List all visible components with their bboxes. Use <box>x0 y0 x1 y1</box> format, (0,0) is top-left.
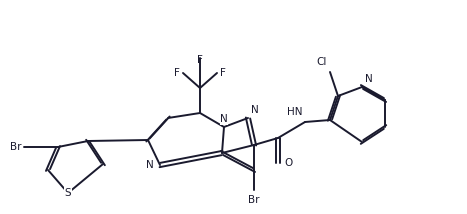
Text: HN: HN <box>288 107 303 117</box>
Text: N: N <box>220 114 228 124</box>
Text: F: F <box>174 68 180 78</box>
Text: Br: Br <box>248 195 260 205</box>
Text: N: N <box>251 105 259 115</box>
Text: N: N <box>146 160 154 170</box>
Text: Cl: Cl <box>317 57 327 67</box>
Text: O: O <box>284 158 292 168</box>
Text: F: F <box>220 68 226 78</box>
Text: S: S <box>65 188 71 198</box>
Text: Br: Br <box>10 142 22 152</box>
Text: N: N <box>365 74 373 84</box>
Text: F: F <box>197 55 203 65</box>
